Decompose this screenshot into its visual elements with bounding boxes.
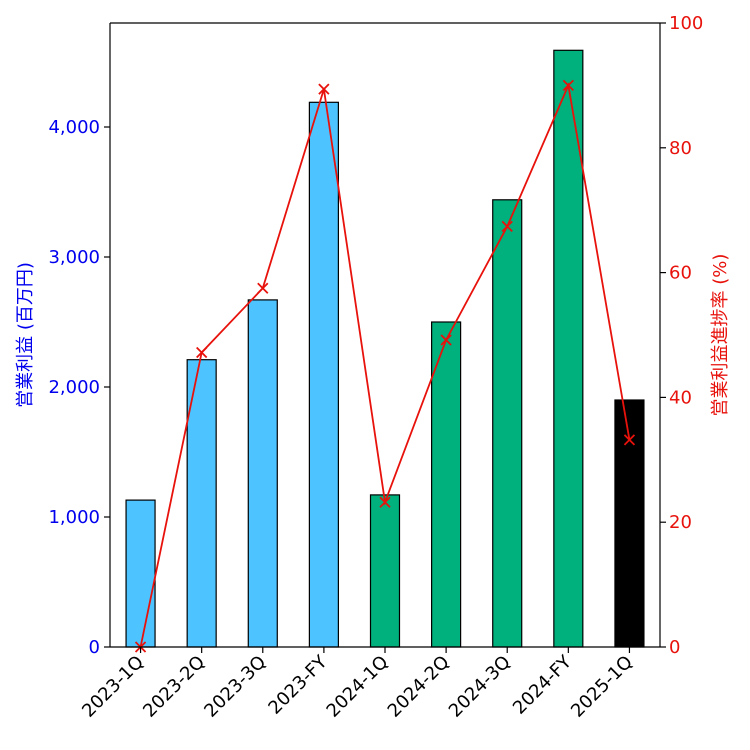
bar-2023-3Q	[247, 299, 278, 648]
marker-2024-3Q	[501, 220, 513, 233]
bar-2024-1Q	[369, 494, 401, 648]
left-axis-title: 営業利益 (百万円)	[15, 262, 36, 408]
x-tick-label: 2025-1Q	[567, 652, 637, 722]
left-tick-label: 4,000	[48, 117, 100, 138]
marker-2023-3Q	[257, 282, 269, 294]
marker-2024-2Q	[440, 334, 452, 346]
marker-2025-1Q	[623, 434, 636, 446]
x-tick-label: 2023-3Q	[200, 652, 270, 722]
marker-2024-FY	[562, 79, 574, 92]
right-tick-label: 100	[669, 13, 703, 34]
right-tick-label: 20	[669, 512, 692, 533]
bar-2024-3Q	[492, 199, 523, 648]
bar-2024-2Q	[431, 321, 462, 648]
left-tick-label: 2,000	[48, 377, 100, 398]
left-tick-label: 0	[89, 637, 100, 658]
left-tick-label: 3,000	[48, 247, 100, 268]
left-axis-ticks: 0 1,000 2,000 3,000 4,000	[48, 117, 110, 658]
right-tick-label: 80	[669, 138, 692, 159]
x-tick-label: 2023-2Q	[139, 652, 209, 722]
x-tick-label: 2024-2Q	[384, 652, 454, 722]
line-series	[134, 79, 636, 653]
right-axis-ticks: 0 20 40 60 80 100	[660, 13, 703, 658]
right-axis-title: 営業利益進捗率 (%)	[710, 254, 731, 417]
bar-2023-1Q	[125, 499, 156, 648]
bar-2024-FY	[553, 49, 584, 648]
x-tick-label: 2023-FY	[264, 651, 332, 719]
right-tick-label: 0	[669, 637, 680, 658]
x-tick-label: 2024-3Q	[445, 652, 515, 722]
bar-2023-2Q	[186, 359, 217, 648]
marker-2023-FY	[318, 83, 330, 95]
x-tick-label: 2024-FY	[509, 651, 577, 719]
bar-2023-FY	[308, 101, 339, 648]
marker-2023-2Q	[196, 346, 208, 359]
right-tick-label: 40	[669, 387, 692, 408]
x-tick-label: 2024-1Q	[323, 652, 393, 722]
bar-series	[125, 49, 645, 648]
x-axis-ticks: 2023-1Q2023-2Q2023-3Q2023-FY2024-1Q2024-…	[78, 647, 637, 722]
left-tick-label: 1,000	[48, 507, 100, 528]
right-tick-label: 60	[669, 263, 692, 284]
marker-2024-1Q	[379, 496, 391, 508]
x-tick-label: 2023-1Q	[78, 652, 148, 722]
